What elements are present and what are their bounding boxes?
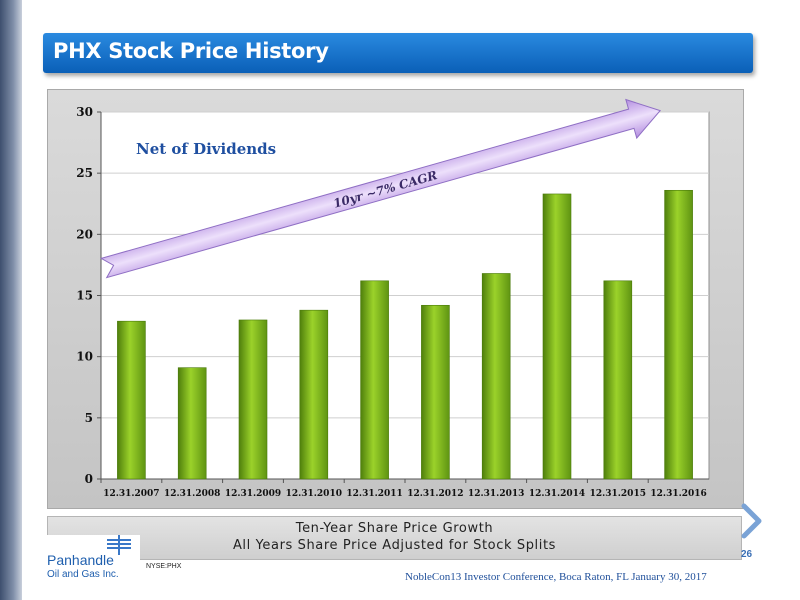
cagr-arrow-shape	[99, 98, 662, 279]
bar	[360, 280, 389, 480]
slide-title: PHX Stock Price History	[53, 39, 329, 63]
x-tick-label: 12.31.2014	[529, 489, 585, 499]
logo-subtitle: Oil and Gas Inc.	[47, 569, 119, 580]
bar	[481, 273, 511, 480]
x-tick-label: 12.31.2013	[468, 489, 524, 499]
bar	[238, 319, 268, 480]
bar-chart: 0 5 10 15 20 25 30 12.31.2007 12.31.2008 12.31.20…	[76, 98, 710, 499]
subtitle-line-2: All Years Share Price Adjusted for Stock…	[232, 538, 557, 553]
logo-mark-icon	[107, 535, 131, 555]
bar	[542, 193, 572, 480]
x-tick-label: 12.31.2008	[164, 489, 220, 499]
title-bar: PHX Stock Price History	[43, 33, 753, 73]
bar	[664, 189, 693, 480]
x-tick-label: 12.31.2015	[590, 489, 646, 499]
y-tick-label: 5	[85, 411, 93, 425]
footer-text: NobleCon13 Investor Conference, Boca Rat…	[405, 571, 707, 583]
next-slide-chevron-icon[interactable]	[739, 503, 764, 539]
bar	[117, 320, 146, 480]
bar	[177, 367, 207, 480]
chart-frame: 0 5 10 15 20 25 30 12.31.2007 12.31.2008 12.31.20…	[47, 89, 744, 509]
company-logo: Panhandle Oil and Gas Inc.	[47, 535, 140, 588]
net-of-dividends-label: Net of Dividends	[136, 140, 276, 158]
bar	[299, 309, 329, 480]
subtitle-line-1: Ten-Year Share Price Growth	[295, 521, 494, 536]
left-decorative-stripe	[0, 0, 22, 600]
x-tick-label: 12.31.2009	[225, 489, 281, 499]
y-tick-label: 20	[76, 227, 93, 241]
x-tick-label: 12.31.2010	[286, 489, 342, 499]
x-tick-label: 12.31.2012	[407, 489, 463, 499]
y-tick-label: 10	[76, 350, 93, 364]
x-tick-label: 12.31.2011	[346, 489, 402, 499]
x-tick-label: 12.31.2007	[103, 489, 159, 499]
y-tick-label: 0	[85, 472, 93, 486]
y-tick-label: 25	[76, 166, 93, 180]
logo-name: Panhandle	[47, 552, 114, 568]
subtitle-box: Ten-Year Share Price Growth All Years Sh…	[47, 516, 742, 560]
ticker-label: NYSE:PHX	[146, 563, 182, 570]
page-number: 26	[741, 549, 753, 560]
bar	[603, 280, 633, 480]
y-tick-label: 15	[76, 289, 93, 303]
bar	[421, 304, 450, 480]
y-tick-label: 30	[76, 105, 93, 119]
x-tick-label: 12.31.2016	[650, 489, 706, 499]
